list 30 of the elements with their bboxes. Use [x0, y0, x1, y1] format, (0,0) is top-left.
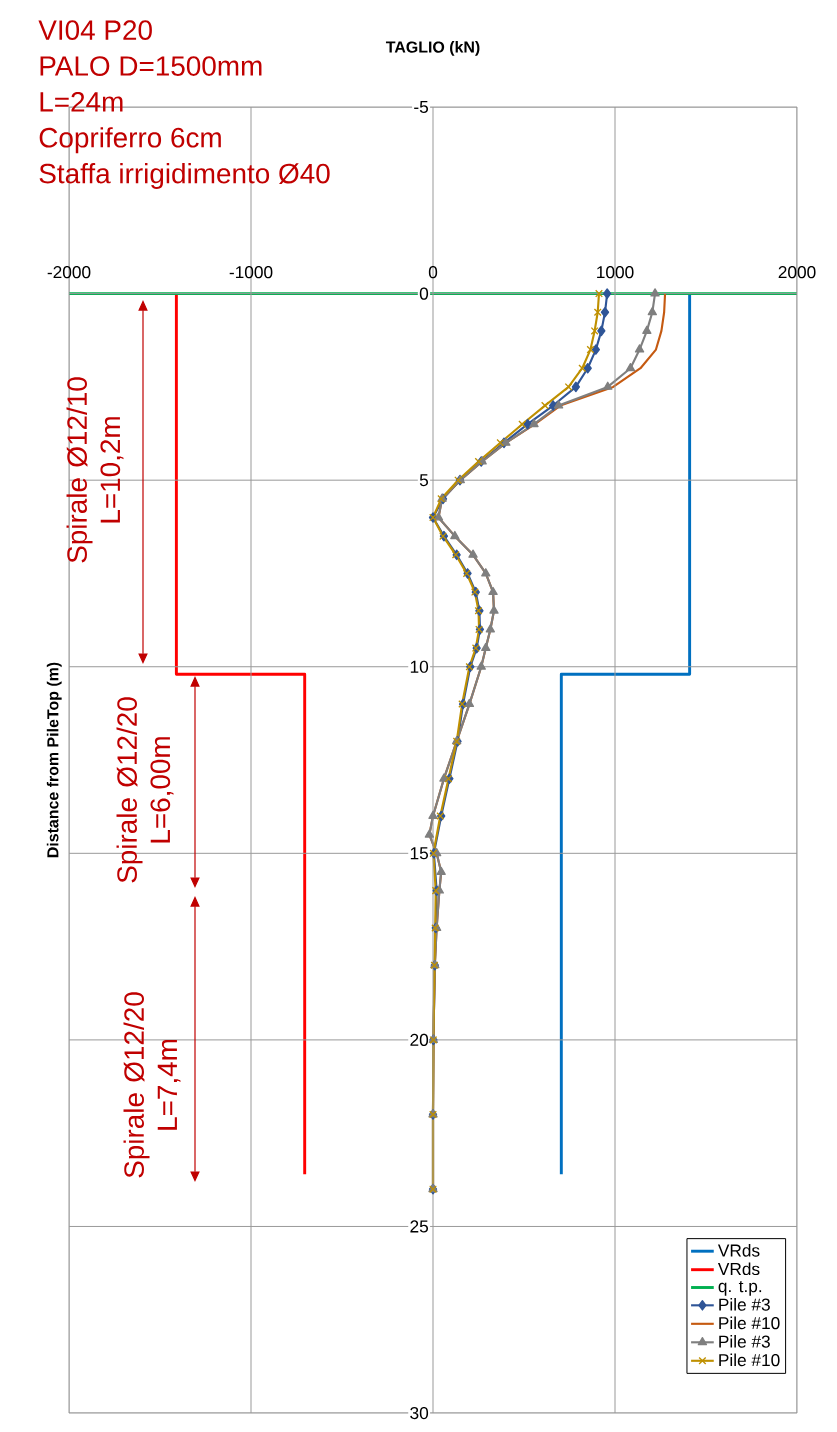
x-tick-label: 1000 — [597, 266, 634, 279]
y-tick-label: 20 — [410, 1033, 429, 1046]
y-tick-label: 5 — [419, 474, 429, 487]
y-tick-label: 10 — [410, 660, 429, 673]
legend-label: q. t.p. — [718, 1280, 762, 1296]
annotation: Spirale Ø12/10 L=10,2m — [66, 377, 124, 563]
legend-label: Pile #10 — [719, 1353, 780, 1367]
x-axis-title: TAGLIO (kN) — [385, 40, 480, 56]
legend-label: Pile #3 — [719, 1335, 770, 1348]
annotation: Spirale Ø12/20 L=6,00m — [116, 697, 174, 883]
x-tick-label: 0 — [428, 266, 438, 279]
y-tick-label: 0 — [419, 287, 429, 300]
annotation: Spirale Ø12/20 L=7,4m — [123, 992, 181, 1178]
annotation: L=24m — [40, 92, 123, 112]
y-axis-title: Distance from PileTop (m) — [46, 662, 62, 858]
y-tick-label: 15 — [410, 847, 429, 860]
y-tick-label: 30 — [410, 1406, 429, 1420]
legend-label: Pile #3 — [719, 1298, 770, 1311]
annotation: Copriferro 6cm — [39, 127, 221, 154]
text: PALO D=1500mm — [40, 56, 262, 76]
x-tick-label: -1000 — [229, 266, 273, 279]
y-tick-label: -5 — [414, 101, 429, 114]
annotation: Staffa irrigidimento Ø40 — [39, 163, 330, 189]
legend-label: VRds — [717, 1262, 760, 1276]
x-tick-label: 2000 — [778, 266, 816, 279]
x-tick-label: -2000 — [47, 266, 91, 279]
text: VI04 P20 — [38, 20, 152, 41]
legend-label: VRds — [717, 1243, 760, 1257]
legend-label: Pile #10 — [719, 1316, 780, 1330]
y-tick-label: 25 — [410, 1220, 429, 1233]
